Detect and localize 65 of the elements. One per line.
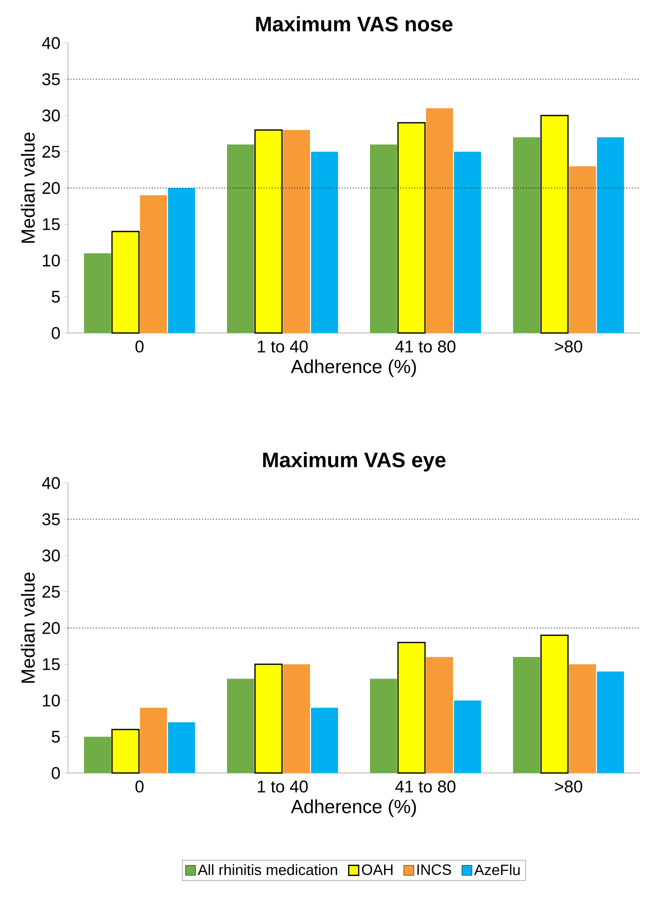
legend-label: INCS — [417, 864, 452, 875]
bar — [370, 144, 397, 333]
bar — [426, 657, 453, 773]
bar — [84, 736, 111, 773]
y-tick-label: 5 — [52, 730, 60, 743]
y-tick-label: 40 — [42, 36, 60, 49]
x-tick-label: 1 to 40 — [258, 780, 308, 793]
bar — [227, 678, 254, 773]
y-tick-label: 0 — [52, 767, 60, 779]
x-tick-label: 1 to 40 — [258, 340, 308, 353]
y-tick-label: 10 — [42, 254, 60, 266]
bar — [283, 664, 310, 773]
x-axis-title: Adherence (%) — [290, 359, 416, 377]
y-tick-label: 40 — [42, 477, 60, 490]
bar — [569, 166, 596, 333]
y-tick-label: 15 — [42, 658, 60, 670]
bar — [84, 253, 111, 333]
y-tick-label: 30 — [42, 550, 60, 562]
bar — [254, 664, 283, 774]
bar — [140, 195, 167, 333]
y-tick-label: 0 — [52, 326, 60, 339]
y-tick-label: 25 — [42, 586, 60, 598]
bar — [311, 152, 338, 333]
chart-title: Maximum VAS nose — [256, 16, 452, 32]
bar — [111, 230, 140, 334]
chart-title: Maximum VAS eye — [263, 452, 446, 472]
y-tick-label: 10 — [42, 694, 60, 707]
bar — [569, 664, 596, 773]
bar — [513, 137, 540, 333]
y-tick-label: 35 — [42, 73, 60, 86]
bar — [454, 152, 481, 333]
bar — [426, 108, 453, 333]
x-tick-label: 0 — [135, 340, 144, 353]
y-axis-title: Median value — [20, 132, 35, 243]
bar — [311, 708, 338, 773]
bar — [370, 678, 397, 773]
x-tick-label: >80 — [554, 780, 582, 793]
x-axis-title: Adherence (%) — [290, 799, 416, 817]
y-tick-label: 25 — [42, 146, 60, 158]
bar — [111, 728, 140, 774]
bar — [283, 130, 310, 333]
bar — [168, 188, 195, 333]
x-tick-label: >80 — [554, 340, 582, 353]
bar — [140, 708, 167, 773]
x-tick-label: 41 to 80 — [395, 780, 456, 793]
bar — [597, 137, 624, 333]
bar — [454, 700, 481, 773]
bar — [227, 144, 254, 333]
y-tick-label: 20 — [42, 182, 60, 194]
y-tick-label: 5 — [52, 290, 60, 303]
y-tick-label: 20 — [42, 622, 60, 634]
x-tick-label: 41 to 80 — [395, 340, 456, 353]
bar — [168, 722, 195, 773]
bar — [597, 672, 624, 773]
y-tick-label: 15 — [42, 218, 60, 230]
legend-label: All rhinitis medication — [198, 864, 338, 876]
bar — [540, 634, 569, 774]
legend-label: OAH — [362, 864, 392, 875]
x-tick-label: 0 — [135, 780, 144, 793]
legend-label: AzeFlu — [474, 864, 520, 876]
y-axis-title: Median value — [20, 572, 35, 683]
bar — [513, 657, 540, 773]
y-tick-label: 35 — [42, 513, 60, 526]
y-tick-label: 30 — [42, 109, 60, 122]
bar — [397, 642, 426, 774]
